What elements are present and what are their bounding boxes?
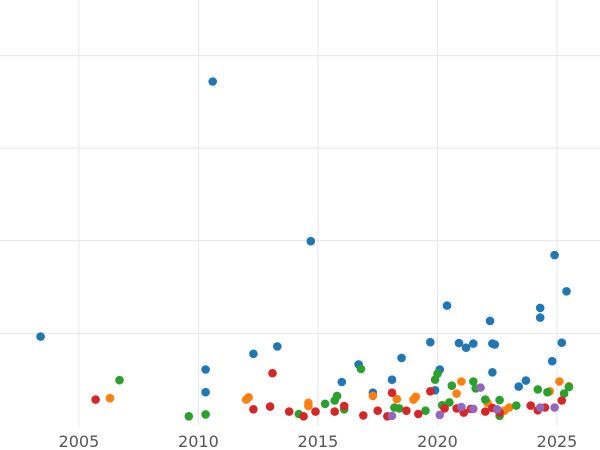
data-point	[504, 403, 514, 412]
data-point	[244, 393, 253, 402]
data-point	[265, 402, 275, 411]
data-point	[442, 301, 452, 310]
data-point	[433, 369, 442, 379]
x-tick-label: 2020	[417, 432, 458, 450]
data-point	[201, 387, 210, 397]
data-point	[284, 407, 294, 416]
data-point	[91, 395, 100, 404]
data-point	[330, 407, 340, 416]
data-point	[512, 401, 521, 410]
data-point	[414, 409, 423, 419]
data-point	[457, 377, 466, 386]
data-point	[273, 342, 282, 351]
data-point	[339, 401, 349, 411]
data-point	[268, 368, 277, 378]
data-points	[36, 77, 574, 421]
data-point	[184, 412, 194, 421]
data-point	[299, 412, 308, 421]
data-point	[535, 403, 545, 412]
data-point	[373, 406, 383, 416]
data-point	[421, 406, 430, 416]
x-tick-label: 2015	[298, 432, 339, 450]
x-tick-label: 2005	[59, 432, 100, 450]
data-point	[481, 407, 490, 416]
data-point	[495, 395, 504, 405]
data-point	[562, 287, 571, 296]
data-point	[402, 406, 411, 416]
data-point	[457, 402, 466, 412]
data-point	[476, 383, 485, 392]
data-point	[311, 407, 320, 416]
data-point	[550, 403, 559, 412]
data-point	[447, 381, 457, 391]
data-point	[557, 338, 567, 348]
x-tick-label: 2010	[178, 432, 219, 450]
data-point	[359, 411, 368, 420]
data-point	[481, 395, 490, 404]
data-point	[492, 405, 502, 414]
data-point	[208, 77, 217, 86]
data-point	[397, 353, 406, 363]
data-point	[426, 337, 435, 347]
data-point	[356, 364, 366, 374]
data-point	[488, 368, 497, 377]
data-point	[526, 401, 535, 410]
data-point	[105, 393, 115, 403]
data-point	[249, 349, 258, 359]
data-point	[368, 391, 378, 401]
data-point	[555, 377, 564, 386]
data-point	[557, 396, 567, 405]
data-point	[392, 394, 402, 404]
data-point	[535, 313, 545, 322]
data-point	[485, 316, 495, 326]
gridlines	[0, 0, 600, 426]
data-point	[337, 377, 347, 387]
data-point	[550, 250, 559, 260]
data-point	[564, 382, 574, 392]
x-tick-label: 2025	[537, 432, 578, 450]
data-point	[387, 388, 397, 398]
data-point	[435, 410, 445, 420]
data-point	[521, 376, 531, 385]
data-point	[394, 404, 404, 413]
data-point	[543, 387, 552, 397]
data-point	[115, 375, 124, 385]
x-axis-tick-labels: 2005 2010 2015 2020 2025	[59, 432, 578, 450]
data-point	[249, 405, 258, 414]
data-point	[306, 236, 316, 246]
data-point	[201, 365, 210, 374]
data-point	[490, 340, 500, 349]
data-point	[440, 404, 449, 413]
data-point	[533, 385, 543, 394]
data-point	[535, 303, 545, 313]
data-point	[514, 382, 523, 391]
data-point	[452, 389, 461, 398]
data-point	[387, 411, 397, 421]
data-point	[320, 399, 330, 409]
data-point	[445, 398, 454, 407]
data-point	[469, 377, 478, 386]
data-point	[461, 343, 471, 353]
data-point	[36, 332, 45, 341]
data-point	[454, 338, 464, 348]
data-point	[201, 410, 210, 419]
data-point	[411, 392, 421, 402]
data-point	[426, 387, 435, 396]
data-point	[547, 356, 557, 366]
data-point	[559, 389, 569, 398]
data-point	[304, 401, 313, 411]
data-point	[469, 339, 478, 348]
data-point	[332, 391, 342, 401]
data-point	[387, 375, 397, 385]
data-point	[469, 404, 478, 414]
